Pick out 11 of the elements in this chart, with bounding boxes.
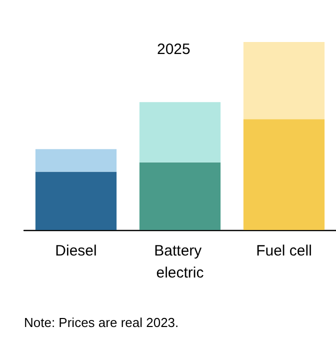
bar: [243, 42, 325, 120]
x-tick-label: Battery electric: [154, 242, 206, 282]
bar: [35, 172, 117, 230]
bar: [139, 102, 221, 162]
bar: [139, 162, 221, 230]
bar: [243, 119, 325, 230]
x-tick-label: Fuel cell: [256, 242, 312, 260]
bar: [35, 149, 117, 172]
text: Note: Prices are real 2023.: [24, 315, 179, 330]
x-tick-label: Diesel: [55, 242, 97, 260]
chart-title: 2025: [157, 41, 190, 58]
